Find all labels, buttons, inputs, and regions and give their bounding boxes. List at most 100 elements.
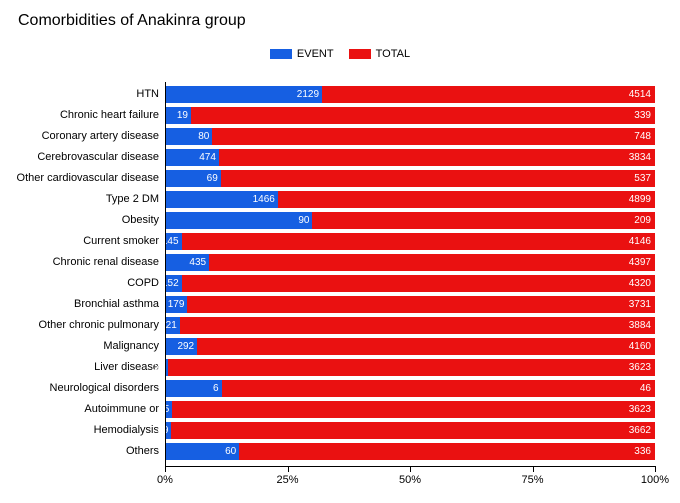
bar-segment-total: 46 bbox=[222, 380, 655, 397]
bar-value-total: 3731 bbox=[629, 299, 651, 310]
x-tick-label: 25% bbox=[276, 474, 298, 486]
category-label: Neurological disorders bbox=[50, 380, 159, 397]
table-row: Bronchial asthma1793731 bbox=[165, 296, 655, 313]
table-row: COPD1524320 bbox=[165, 275, 655, 292]
chart-title: Comorbidities of Anakinra group bbox=[18, 12, 246, 30]
category-label: Others bbox=[126, 443, 159, 460]
table-row: Coronary artery disease80748 bbox=[165, 128, 655, 145]
bar-segment-event: 292 bbox=[165, 338, 197, 355]
category-label: Bronchial asthma bbox=[74, 296, 159, 313]
bar-segment-event: 80 bbox=[165, 128, 212, 145]
x-tick-label: 75% bbox=[521, 474, 543, 486]
bar-value-total: 3623 bbox=[629, 404, 651, 415]
bar-segment-total: 3623 bbox=[168, 359, 655, 376]
bar-value-total: 3884 bbox=[629, 320, 651, 331]
bar-value-event: 2129 bbox=[297, 89, 319, 100]
table-row: Hemodialysis493662 bbox=[165, 422, 655, 439]
bar-segment-event: 1466 bbox=[165, 191, 278, 208]
bar-value-event: 69 bbox=[207, 173, 218, 184]
bar-segment-total: 3884 bbox=[180, 317, 655, 334]
plot-area: HTN21294514Chronic heart failure19339Cor… bbox=[165, 82, 655, 476]
table-row: Malignancy2924160 bbox=[165, 338, 655, 355]
category-label: Other cardiovascular disease bbox=[17, 170, 159, 187]
table-row: Chronic renal disease4354397 bbox=[165, 254, 655, 271]
bar-segment-event: 121 bbox=[165, 317, 180, 334]
x-tick-label: 100% bbox=[641, 474, 669, 486]
bar-value-event: 19 bbox=[177, 110, 188, 121]
bar-value-event: 179 bbox=[168, 299, 185, 310]
table-row: Neurological disorders646 bbox=[165, 380, 655, 397]
category-label: COPD bbox=[127, 275, 159, 292]
bar: 19 339 bbox=[165, 107, 655, 124]
bar-value-total: 537 bbox=[634, 173, 651, 184]
bar: 14664899 bbox=[165, 191, 655, 208]
bar-segment-event: 60 bbox=[165, 443, 239, 460]
category-label: Cerebrovascular disease bbox=[37, 149, 159, 166]
bar-segment-total: 4899 bbox=[278, 191, 655, 208]
bar-segment-total: 748 bbox=[212, 128, 655, 145]
category-label: Hemodialysis bbox=[94, 422, 159, 439]
bar-segment-total: 4397 bbox=[209, 254, 655, 271]
x-tick-label: 0% bbox=[157, 474, 173, 486]
bar-value-total: 4160 bbox=[629, 341, 651, 352]
bar: 2129 4514 bbox=[165, 86, 655, 103]
legend: EVENT TOTAL bbox=[0, 48, 680, 62]
category-label: Other chronic pulmonary bbox=[39, 317, 159, 334]
bar-value-total: 339 bbox=[634, 110, 651, 121]
bar-value-total: 336 bbox=[634, 446, 651, 457]
chart-frame: Comorbidities of Anakinra group EVENT TO… bbox=[0, 0, 680, 503]
bar-value-total: 4146 bbox=[629, 236, 651, 247]
bar: 69 537 bbox=[165, 170, 655, 187]
bar: 1454146 bbox=[165, 233, 655, 250]
bar-value-event: 6 bbox=[213, 383, 219, 394]
legend-item-total: TOTAL bbox=[349, 48, 410, 60]
bar-value-event: 24 bbox=[154, 362, 165, 373]
bar: 60 336 bbox=[165, 443, 655, 460]
legend-label-total: TOTAL bbox=[376, 48, 410, 60]
bar-value-total: 4320 bbox=[629, 278, 651, 289]
bar: 493662 bbox=[165, 422, 655, 439]
category-label: Chronic heart failure bbox=[60, 107, 159, 124]
bar-segment-total: 3662 bbox=[171, 422, 655, 439]
bar-segment-total: 4514 bbox=[322, 86, 655, 103]
bar-segment-event: 6 bbox=[165, 380, 222, 397]
bar-segment-total: 209 bbox=[312, 212, 655, 229]
table-row: Type 2 DM14664899 bbox=[165, 191, 655, 208]
category-label: HTN bbox=[136, 86, 159, 103]
bar: 6 46 bbox=[165, 380, 655, 397]
bar-value-event: 90 bbox=[298, 215, 309, 226]
bar-value-total: 46 bbox=[640, 383, 651, 394]
bar-value-total: 3623 bbox=[629, 362, 651, 373]
table-row: Obesity90209 bbox=[165, 212, 655, 229]
bar-segment-total: 339 bbox=[191, 107, 655, 124]
bar-segment-event: 2129 bbox=[165, 86, 322, 103]
bar-value-total: 4514 bbox=[629, 89, 651, 100]
bar: 179 3731 bbox=[165, 296, 655, 313]
bar-segment-event: 179 bbox=[165, 296, 187, 313]
bar-value-total: 748 bbox=[634, 131, 651, 142]
bar-value-event: 55 bbox=[158, 404, 169, 415]
category-label: Current smoker bbox=[83, 233, 159, 250]
bar-segment-total: 4160 bbox=[197, 338, 655, 355]
table-row: Liver disease243623 bbox=[165, 359, 655, 376]
bar-segment-event: 69 bbox=[165, 170, 221, 187]
table-row: Chronic heart failure19339 bbox=[165, 107, 655, 124]
bar-value-event: 60 bbox=[225, 446, 236, 457]
legend-label-event: EVENT bbox=[297, 48, 334, 60]
bar-segment-event: 435 bbox=[165, 254, 209, 271]
bar: 292 4160 bbox=[165, 338, 655, 355]
bar-segment-event: 55 bbox=[165, 401, 172, 418]
bar-value-total: 4397 bbox=[629, 257, 651, 268]
bar-value-event: 474 bbox=[199, 152, 216, 163]
table-row: Others60336 bbox=[165, 443, 655, 460]
bar-value-total: 209 bbox=[634, 215, 651, 226]
x-tick-mark bbox=[165, 466, 166, 472]
bar: 4743834 bbox=[165, 149, 655, 166]
x-tick-mark bbox=[655, 466, 656, 472]
x-tick-mark bbox=[533, 466, 534, 472]
bar-value-event: 292 bbox=[177, 341, 194, 352]
bar-value-event: 121 bbox=[160, 320, 177, 331]
category-label: Chronic renal disease bbox=[53, 254, 159, 271]
bar-segment-total: 4320 bbox=[182, 275, 655, 292]
bar: 435 4397 bbox=[165, 254, 655, 271]
